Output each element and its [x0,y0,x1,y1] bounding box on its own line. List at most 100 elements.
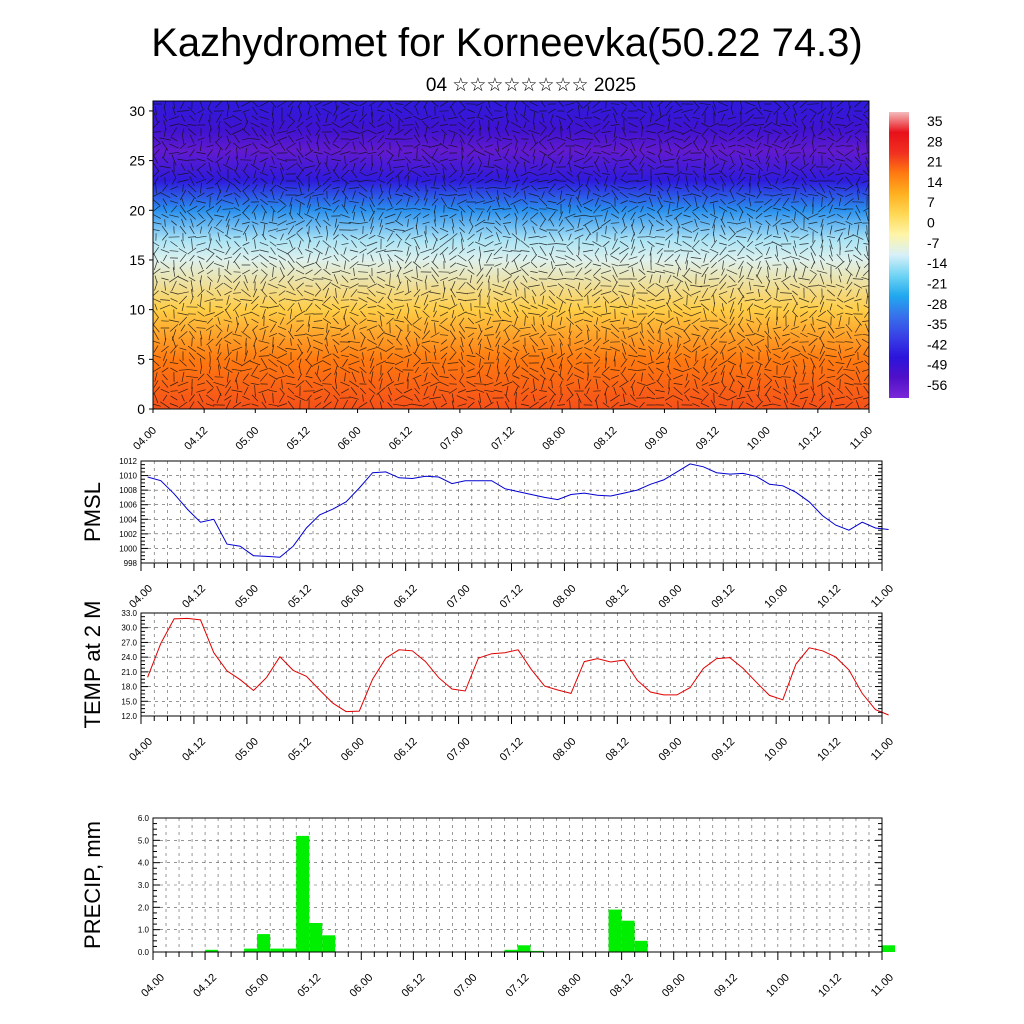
precip-bar [608,909,622,952]
y-tick-label: 33.0 [121,609,137,618]
x-tick-label: 06.12 [392,736,420,764]
y-tick-label: 1006 [119,501,137,510]
colorbar-label: -42 [927,336,947,352]
x-tick-label: 11.00 [869,972,896,999]
x-tick-label: 04.00 [127,583,155,611]
x-tick-label: 10.12 [815,736,843,764]
x-tick-label: 09.00 [656,736,684,764]
y-axis-label: PRECIP, mm [80,821,105,949]
x-tick-label: 10.00 [764,972,792,1000]
heatmap-y-tick-label: 30 [129,103,145,119]
heatmap-y-tick-label: 20 [129,202,145,218]
y-tick-label: 24.0 [121,653,137,662]
x-tick-label: 05.00 [243,972,271,1000]
x-tick-label: 09.00 [660,972,688,1000]
heatmap-x-tick-label: 08.12 [591,425,619,453]
x-tick-label: 04.12 [180,736,208,764]
precip-bar [517,945,531,952]
x-tick-label: 08.00 [551,736,579,764]
y-tick-label: 998 [124,559,138,568]
grid [153,818,882,952]
x-tick-label: 09.12 [709,583,737,611]
precip-bar [322,935,336,953]
y-tick-label: 15.0 [121,697,137,706]
x-tick-label: 04.00 [127,736,155,764]
y-tick-label: 6.0 [138,814,150,823]
colorbar-label: 14 [927,174,943,190]
y-axis-label: PMSL [80,482,105,542]
y-tick-label: 1000 [119,544,137,553]
x-tick-label: 04.12 [180,583,208,611]
x-tick-label: 08.12 [608,972,636,1000]
precip-bar [257,934,271,952]
y-tick-label: 1.0 [138,926,150,935]
x-tick-label: 07.12 [498,583,526,611]
heatmap-x-tick-label: 06.12 [387,425,415,453]
x-tick-label: 08.12 [604,583,632,611]
colorbar-label: 7 [927,194,935,210]
x-tick-label: 05.12 [295,972,323,1000]
x-tick-label: 07.00 [452,972,480,1000]
x-tick-label: 05.12 [286,736,314,764]
colorbar-label: -28 [927,296,947,312]
heatmap-y-tick-label: 10 [129,302,145,318]
x-tick-label: 08.12 [604,736,632,764]
wind-barbs [153,101,869,409]
x-tick-label: 07.12 [498,736,526,764]
x-tick-label: 07.12 [504,972,532,1000]
heatmap-x-tick-label: 05.00 [233,425,261,453]
x-tick-label: 10.00 [762,583,790,611]
heatmap-x-tick-label: 11.00 [848,425,875,452]
y-tick-label: 30.0 [121,624,137,633]
chart-title: Kazhydromet for Korneevka(50.22 74.3) [151,21,863,65]
x-tick-label: 05.12 [286,583,314,611]
heatmap-x-tick-label: 10.12 [796,425,824,453]
x-tick-label: 08.00 [556,972,584,1000]
temp-2m-panel: 12.0 15.0 18.0 21.0 24.0 27.0 30.0 33.0 04.00 04.… [80,601,896,764]
heatmap-x-tick-label: 09.12 [694,425,722,453]
y-tick-label: 5.0 [138,836,150,845]
heatmap-x-tick-label: 04.00 [131,425,159,453]
heatmap-y-tick-label: 25 [129,153,145,169]
y-tick-label: 1008 [119,486,137,495]
colorbar-label: -35 [927,316,947,332]
x-tick-label: 06.00 [347,972,375,1000]
y-tick-label: 1002 [119,530,137,539]
temperature-wind-cross-section: 0 5 10 15 20 25 30 04.00 04.12 05.00 05.12 06.00 06.… [129,100,875,453]
heatmap-y-tick-label: 0 [137,401,145,417]
colorbar-label: -7 [927,235,940,251]
grid [141,461,882,563]
x-tick-label: 07.00 [445,736,473,764]
y-axis-label: TEMP at 2 M [80,601,105,729]
colorbar-label: -14 [927,255,947,271]
precip-bar [634,940,648,952]
heatmap-x-tick-label: 05.12 [285,425,313,453]
precip-bar [205,949,219,952]
y-tick-label: 2.0 [138,903,150,912]
heatmap-x-tick-label: 08.00 [540,425,568,453]
precip-bars [205,835,895,953]
colorbar-label: -21 [927,275,947,291]
x-tick-label: 06.12 [400,972,428,1000]
x-tick-label: 06.00 [339,583,367,611]
x-tick-label: 08.00 [551,583,579,611]
colorbar-legend: 35 28 21 14 7 0 -7 -14 -21 -28 -35 -42 -49 -56 [889,112,947,398]
colorbar-label: 35 [927,113,943,129]
precip-bar [504,949,518,952]
precip-bar [621,920,635,952]
x-tick-label: 09.00 [656,583,684,611]
y-tick-label: 4.0 [138,859,150,868]
y-tick-label: 1012 [119,457,137,466]
series-line [147,463,889,558]
x-tick-label: 04.12 [191,972,219,1000]
x-tick-label: 06.00 [339,736,367,764]
colorbar-label: 0 [927,215,935,231]
y-tick-label: 27.0 [121,638,137,647]
heatmap-x-tick-label: 10.00 [745,425,773,453]
x-tick-label: 10.12 [815,583,843,611]
x-tick-label: 07.00 [445,583,473,611]
heatmap-x-tick-label: 06.00 [336,425,364,453]
heatmap-x-tick-label: 04.12 [182,425,210,453]
precip-bar [530,950,544,952]
